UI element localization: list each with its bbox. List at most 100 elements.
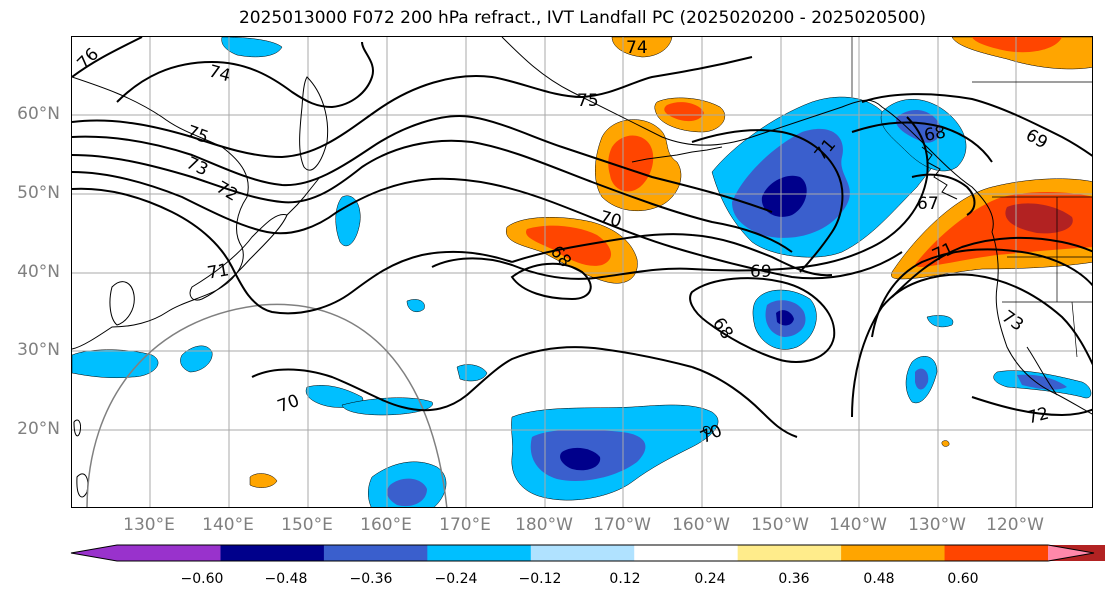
colorbar-segment [634,545,739,561]
colorbar-tick: −0.24 [434,571,478,587]
colorbar-segment [427,545,532,561]
lon-label-120w: 120°W [986,515,1044,535]
negative-anomaly-patch-8 [406,299,425,312]
colorbar-segment [220,545,325,561]
colorbar-segment [323,545,428,561]
contour-74 [116,41,375,109]
colorbar-segment [530,545,635,561]
contour-73-east [871,248,1092,338]
colorbar-outline [70,544,1095,562]
contour-72 [72,139,793,253]
coast-bc-fjords [921,146,958,200]
colorbar-segment [944,545,1049,561]
lat-label-60n: 60°N [17,104,60,124]
coastlines [72,37,1092,498]
lon-label-160w: 160°W [672,515,730,535]
colorbar-tick: 0.12 [609,571,641,587]
contour-68-east [851,121,993,163]
positive-anomaly-dot-1 [249,473,278,488]
lon-label-150e: 150°E [281,515,333,535]
negative-anomaly-patch-13 [926,315,954,328]
lat-label-40n: 40°N [17,262,60,282]
contour-72-east [851,273,1092,418]
colorbar-tick: 0.24 [694,571,726,587]
lat-label-30n: 30°N [17,340,60,360]
positive-anomaly-alaska-north-mid [664,102,704,122]
contour-68-central [689,277,836,363]
colorbar-tick: 0.36 [778,571,810,587]
coast-asia [72,76,249,350]
colorbar-tick: −0.12 [518,571,562,587]
contour-68-low [510,262,592,301]
coast-korea [109,281,135,326]
contour-label: 74 [626,38,648,58]
figure-title: 2025013000 F072 200 hPa refract., IVT La… [238,8,926,28]
colorbar-tick: 0.48 [863,571,895,587]
contour-70-south [691,366,798,438]
contour-label: 67 [917,194,939,214]
lat-label-20n: 20°N [17,419,60,439]
negative-anomaly-patch-3 [180,345,213,373]
colorbar-extend-low [71,545,221,561]
coast-kamchatka [299,76,329,171]
contour-73 [72,115,773,213]
map-panel: 76 74 74 75 75 73 72 71 70 70 68 69 68 7… [71,36,1093,508]
map-canvas: 76 74 74 75 75 73 72 71 70 70 68 69 68 7… [72,37,1092,507]
lon-label-160e: 160°E [360,515,412,535]
colorbar-segment [841,545,946,561]
coast-north-america [991,231,1092,415]
lon-label-130e: 130°E [123,515,175,535]
colorbar-tick: −0.36 [349,571,393,587]
colorbar-tick: 0.60 [947,571,979,587]
lon-label-170e: 170°E [439,515,491,535]
colorbar-extend-high [1048,545,1094,561]
lon-label-140e: 140°E [202,515,254,535]
contour-71-east [691,129,844,273]
lat-label-50n: 50°N [17,183,60,203]
contour-label: 75 [577,91,599,111]
negative-anomaly-patch-6 [221,37,283,58]
positive-anomaly-dot-2 [941,440,950,447]
contour-70-central [511,233,833,277]
coast-alaska [501,37,994,233]
lon-label-170w: 170°W [593,515,651,535]
contour-71-coast [891,236,1092,298]
contour-label: 69 [750,262,772,282]
negative-anomaly-sw-corner-mid [386,478,427,507]
us-borders [992,196,1092,358]
negative-anomaly-patch-12 [1017,374,1067,390]
contour-70-north [72,187,513,315]
lon-label-150w: 150°W [751,515,809,535]
contour-72-south [971,396,1092,417]
contour-76 [72,37,143,78]
colorbar-segment [737,545,842,561]
contour-69 [431,116,929,280]
positive-anomaly-yukon-mid [972,37,1062,53]
contour-67 [911,173,976,216]
reference-arc [86,303,448,507]
coast-aleutians [631,146,723,163]
contour-75 [72,56,753,159]
colorbar-segments [71,545,1105,561]
contour-70-west [251,346,693,412]
colorbar-tick: −0.60 [180,571,224,587]
positive-anomaly-bering-mid [608,135,654,192]
contour-label: 68 [923,122,948,145]
negative-anomaly-gulf-of-alaska-core [761,175,807,217]
lon-label-130w: 130°W [908,515,966,535]
lon-label-140w: 140°W [829,515,887,535]
lon-label-180w: 180°W [515,515,573,535]
shading-layer [72,37,1092,507]
contour-label: 71 [206,260,231,283]
coast-baja [1026,346,1058,396]
hawaii [703,426,711,434]
positive-anomaly-northeast-strong [1005,203,1073,234]
negative-anomaly-patch-10 [915,368,929,390]
contour-69-east [861,93,1092,157]
canada-border [851,37,1092,97]
negative-anomaly-tropical-south-core [560,447,601,471]
negative-anomaly-patch-2 [72,349,159,379]
positive-anomaly-central-north-mid [526,225,612,266]
colorbar-tick: −0.48 [264,571,308,587]
